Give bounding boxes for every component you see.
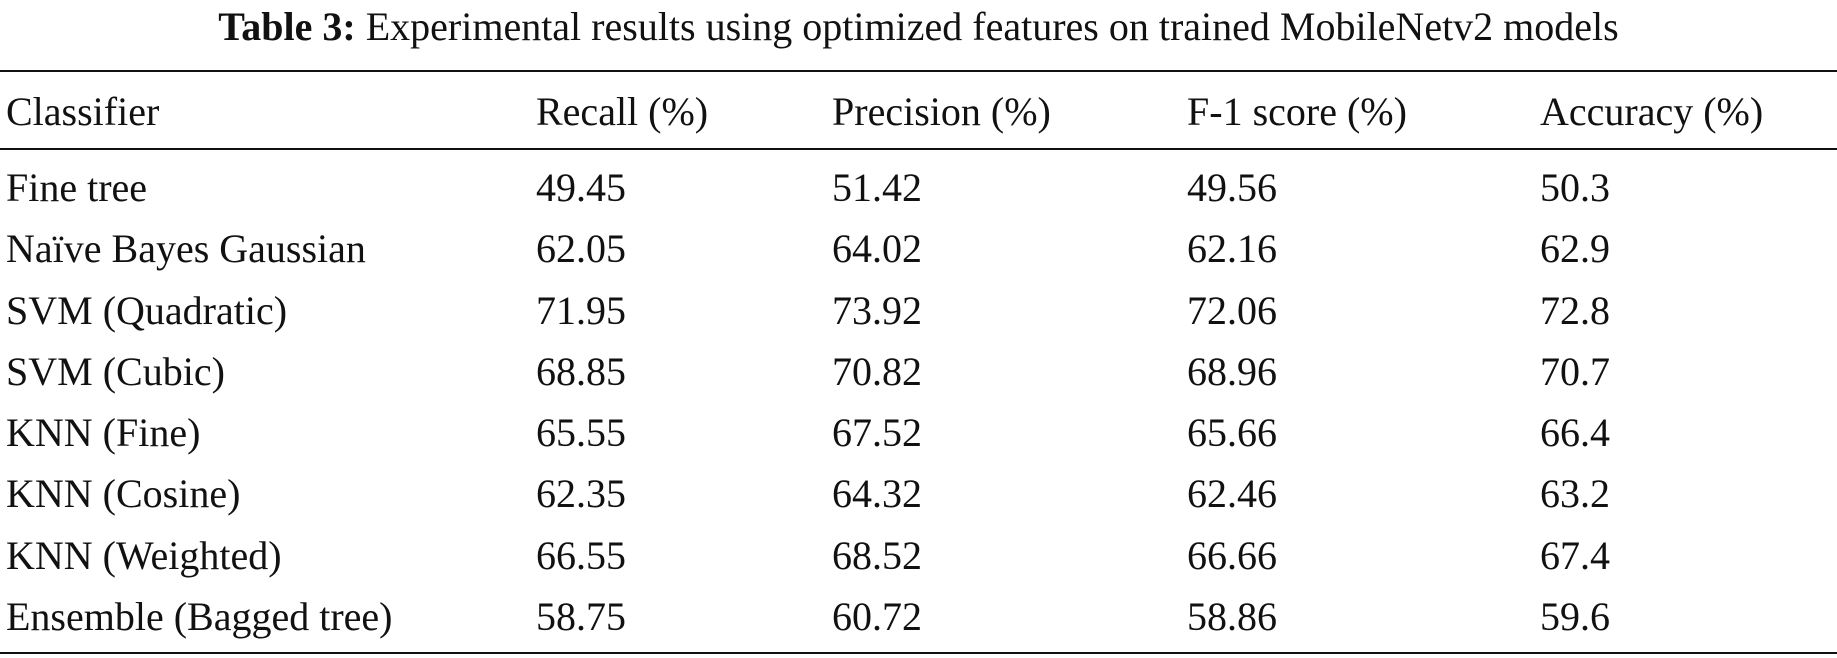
- table-row: KNN (Fine) 65.55 67.52 65.66 66.4: [0, 403, 1837, 464]
- cell-recall: 62.05: [536, 226, 626, 272]
- header-classifier: Classifier: [6, 89, 160, 134]
- cell-precision: 73.92: [832, 287, 922, 333]
- cell-classifier: Ensemble (Bagged tree): [6, 594, 393, 640]
- table-body: Fine tree 49.45 51.42 49.56 50.3 Naïve B…: [0, 158, 1837, 648]
- cell-accuracy: 66.4: [1540, 410, 1610, 456]
- cell-f1-score: 62.16: [1187, 226, 1277, 272]
- cell-recall: 49.45: [536, 165, 626, 210]
- cell-precision: 64.02: [832, 226, 922, 272]
- cell-recall: 65.55: [536, 410, 626, 456]
- cell-precision: 60.72: [832, 594, 922, 640]
- table-caption: Table 3: Experimental results using opti…: [0, 4, 1837, 50]
- header-f1-score: F-1 score (%): [1187, 89, 1407, 134]
- top-rule: [0, 70, 1837, 72]
- cell-f1-score: 68.96: [1187, 348, 1277, 394]
- cell-accuracy: 67.4: [1540, 532, 1610, 578]
- cell-accuracy: 50.3: [1540, 165, 1610, 210]
- table-row: KNN (Cosine) 62.35 64.32 62.46 63.2: [0, 464, 1837, 525]
- cell-accuracy: 63.2: [1540, 471, 1610, 517]
- header-recall: Recall (%): [536, 89, 709, 134]
- cell-classifier: Fine tree: [6, 165, 148, 210]
- table-row: KNN (Weighted) 66.55 68.52 66.66 67.4: [0, 526, 1837, 587]
- cell-accuracy: 59.6: [1540, 594, 1610, 640]
- cell-recall: 68.85: [536, 348, 626, 394]
- cell-recall: 62.35: [536, 471, 626, 517]
- cell-recall: 66.55: [536, 532, 626, 578]
- header-rule: [0, 148, 1837, 150]
- cell-f1-score: 49.56: [1187, 165, 1277, 210]
- cell-f1-score: 65.66: [1187, 410, 1277, 456]
- cell-accuracy: 72.8: [1540, 287, 1610, 333]
- cell-classifier: KNN (Cosine): [6, 471, 241, 517]
- table-row: SVM (Cubic) 68.85 70.82 68.96 70.7: [0, 342, 1837, 403]
- cell-accuracy: 62.9: [1540, 226, 1610, 272]
- cell-f1-score: 72.06: [1187, 287, 1277, 333]
- caption-text: Experimental results using optimized fea…: [365, 4, 1619, 49]
- cell-classifier: KNN (Fine): [6, 410, 201, 456]
- cell-accuracy: 70.7: [1540, 348, 1610, 394]
- header-precision: Precision (%): [832, 89, 1051, 134]
- cell-precision: 68.52: [832, 532, 922, 578]
- table-row: Fine tree 49.45 51.42 49.56 50.3: [0, 158, 1837, 219]
- cell-precision: 70.82: [832, 348, 922, 394]
- cell-classifier: SVM (Cubic): [6, 348, 225, 394]
- cell-classifier: SVM (Quadratic): [6, 287, 288, 333]
- cell-f1-score: 62.46: [1187, 471, 1277, 517]
- table-header-row: Classifier Recall (%) Precision (%) F-1 …: [0, 82, 1837, 142]
- table-row: Ensemble (Bagged tree) 58.75 60.72 58.86…: [0, 587, 1837, 648]
- cell-f1-score: 66.66: [1187, 532, 1277, 578]
- caption-label: Table 3:: [218, 4, 356, 49]
- cell-classifier: Naïve Bayes Gaussian: [6, 226, 366, 272]
- cell-classifier: KNN (Weighted): [6, 532, 282, 578]
- cell-recall: 58.75: [536, 594, 626, 640]
- bottom-rule: [0, 652, 1837, 654]
- table-row: Naïve Bayes Gaussian 62.05 64.02 62.16 6…: [0, 219, 1837, 280]
- cell-f1-score: 58.86: [1187, 594, 1277, 640]
- cell-precision: 51.42: [832, 165, 922, 210]
- table-row: SVM (Quadratic) 71.95 73.92 72.06 72.8: [0, 281, 1837, 342]
- header-accuracy: Accuracy (%): [1540, 89, 1764, 134]
- cell-precision: 64.32: [832, 471, 922, 517]
- cell-recall: 71.95: [536, 287, 626, 333]
- cell-precision: 67.52: [832, 410, 922, 456]
